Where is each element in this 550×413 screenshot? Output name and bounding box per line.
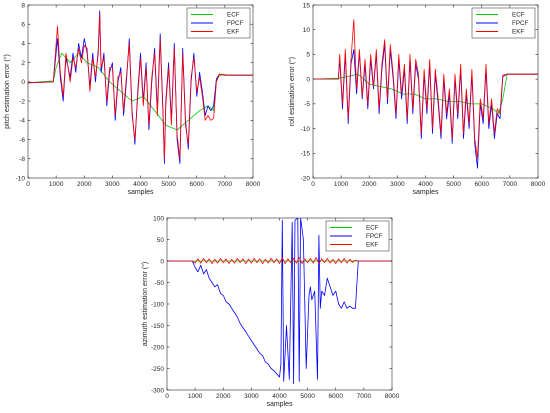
y-tick-label: -200 bbox=[151, 344, 164, 351]
y-tick-label: -10 bbox=[301, 126, 311, 133]
y-tick-label: 10 bbox=[303, 27, 311, 34]
x-tick-label: 3000 bbox=[244, 393, 259, 400]
y-tick-label: 100 bbox=[153, 215, 164, 222]
y-tick-label: -100 bbox=[151, 301, 164, 308]
y-tick-label: -50 bbox=[155, 280, 165, 287]
legend-label-fpcf: FPCF bbox=[512, 20, 529, 27]
x-tick-label: 5000 bbox=[161, 181, 176, 188]
x-tick-label: 2000 bbox=[77, 181, 92, 188]
x-tick-label: 4000 bbox=[133, 181, 148, 188]
y-tick-label: 15 bbox=[303, 2, 311, 9]
y-tick-label: -6 bbox=[19, 137, 25, 144]
x-tick-label: 0 bbox=[311, 181, 315, 188]
x-tick-label: 8000 bbox=[385, 393, 400, 400]
x-axis-label: samples bbox=[412, 189, 439, 196]
x-tick-label: 7000 bbox=[503, 181, 518, 188]
plot-2: 0 1000 2000 3000 4000 5000 6000 7000 8000-300-25… bbox=[141, 215, 400, 408]
y-tick-label: 0 bbox=[160, 258, 164, 265]
x-tick-label: 6000 bbox=[329, 393, 344, 400]
x-tick-label: 5000 bbox=[446, 181, 461, 188]
y-tick-label: -250 bbox=[151, 366, 164, 373]
legend-label-ekf: EKF bbox=[227, 29, 239, 36]
x-tick-label: 0 bbox=[165, 393, 169, 400]
y-tick-label: 0 bbox=[306, 76, 310, 83]
series-line-ekf bbox=[28, 14, 253, 160]
y-tick-label: -8 bbox=[19, 156, 25, 163]
y-tick-label: -150 bbox=[151, 323, 164, 330]
y-tick-label: -5 bbox=[304, 101, 310, 108]
x-tick-label: 5000 bbox=[300, 393, 315, 400]
x-tick-label: 7000 bbox=[218, 181, 233, 188]
series-line-ekf bbox=[313, 19, 538, 159]
legend-label-ecf: ECF bbox=[227, 12, 240, 19]
y-tick-label: 6 bbox=[21, 22, 25, 29]
x-tick-label: 4000 bbox=[272, 393, 287, 400]
series-line-fpcf bbox=[167, 218, 392, 385]
x-axis-label: samples bbox=[127, 189, 154, 196]
x-tick-label: 4000 bbox=[418, 181, 433, 188]
x-tick-label: 0 bbox=[26, 181, 30, 188]
x-tick-label: 3000 bbox=[390, 181, 405, 188]
x-tick-label: 6000 bbox=[190, 181, 205, 188]
x-tick-label: 8000 bbox=[246, 181, 261, 188]
x-tick-label: 1000 bbox=[188, 393, 203, 400]
x-tick-label: 3000 bbox=[105, 181, 120, 188]
x-tick-label: 8000 bbox=[531, 181, 546, 188]
series-group bbox=[28, 10, 253, 165]
series-group bbox=[313, 19, 538, 169]
x-axis-label: samples bbox=[266, 401, 293, 408]
y-tick-label: -4 bbox=[19, 118, 25, 125]
x-tick-label: 1000 bbox=[334, 181, 349, 188]
plot-1: 0 1000 2000 3000 4000 5000 6000 7000 8000 -20 -15 -… bbox=[288, 2, 546, 196]
legend-label-fpcf: FPCF bbox=[366, 233, 383, 240]
x-tick-label: 2000 bbox=[362, 181, 377, 188]
y-tick-label: 5 bbox=[306, 52, 310, 59]
y-tick-label: -10 bbox=[16, 175, 26, 182]
legend-label-ekf: EKF bbox=[512, 29, 524, 36]
y-tick-label: 4 bbox=[21, 41, 25, 48]
y-axis-label: roll estimation error (°) bbox=[288, 57, 296, 126]
y-axis-label: azimuth estimation error (°) bbox=[141, 262, 149, 347]
x-tick-label: 7000 bbox=[357, 393, 372, 400]
y-tick-label: -15 bbox=[301, 151, 311, 158]
series-line-ekf bbox=[167, 257, 392, 265]
y-tick-label: -20 bbox=[301, 175, 311, 182]
y-axis-label: pitch estimation error (°) bbox=[3, 54, 11, 129]
plot-0: 0 1000 2000 3000 4000 5000 6000 7000 8000 -10 -8 -6… bbox=[3, 2, 261, 196]
y-tick-label: -300 bbox=[151, 387, 164, 394]
legend-label-ekf: EKF bbox=[366, 242, 378, 249]
legend-label-ecf: ECF bbox=[366, 225, 379, 232]
y-tick-label: 0 bbox=[21, 79, 25, 86]
y-tick-label: -2 bbox=[19, 98, 25, 105]
y-tick-label: 50 bbox=[157, 237, 165, 244]
series-line-ecf bbox=[313, 73, 538, 115]
legend-label-ecf: ECF bbox=[512, 12, 525, 19]
series-group bbox=[167, 218, 392, 385]
legend-label-fpcf: FPCF bbox=[227, 20, 244, 27]
x-tick-label: 6000 bbox=[475, 181, 490, 188]
y-tick-label: 2 bbox=[21, 60, 25, 67]
x-tick-label: 2000 bbox=[216, 393, 231, 400]
y-tick-label: 8 bbox=[21, 2, 25, 9]
x-tick-label: 1000 bbox=[49, 181, 64, 188]
